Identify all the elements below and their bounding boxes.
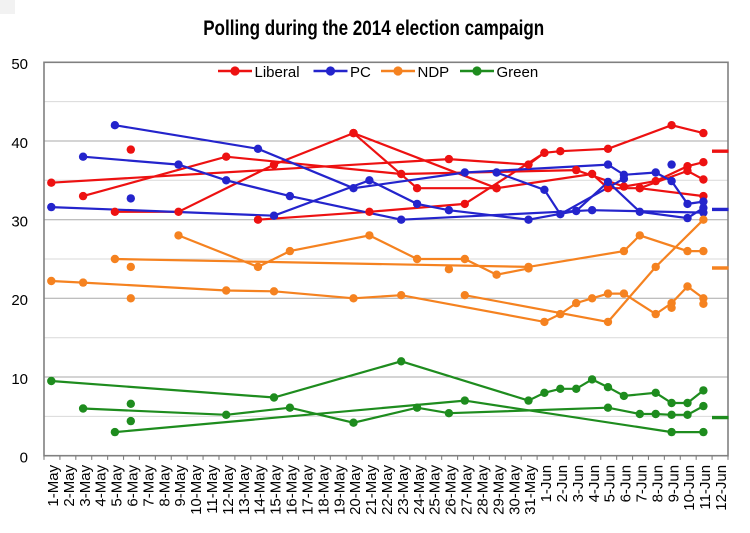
svg-text:30-May: 30-May [506,464,523,515]
svg-text:30: 30 [11,214,28,231]
svg-text:Green: Green [497,64,539,81]
svg-text:11-Jun: 11-Jun [697,465,714,510]
svg-text:12-May: 12-May [220,464,237,515]
svg-text:50: 50 [11,56,28,73]
svg-text:8-May: 8-May [156,464,173,506]
svg-text:6-Jun: 6-Jun [618,465,635,503]
svg-text:7-May: 7-May [140,464,157,506]
svg-text:3-May: 3-May [77,464,94,506]
svg-text:3-Jun: 3-Jun [570,465,587,503]
svg-text:24-May: 24-May [411,464,428,515]
svg-text:6-May: 6-May [124,464,141,506]
svg-text:12-Jun: 12-Jun [713,465,730,511]
svg-text:2-May: 2-May [61,464,78,506]
svg-text:15-May: 15-May [268,464,285,515]
svg-text:9-May: 9-May [172,464,189,506]
svg-text:11-May: 11-May [204,464,221,513]
svg-text:10-Jun: 10-Jun [681,465,698,511]
svg-text:25-May: 25-May [427,464,444,515]
svg-text:16-May: 16-May [284,464,301,515]
svg-text:17-May: 17-May [299,464,316,515]
svg-text:Polling during the 2014 electi: Polling during the 2014 election campaig… [203,17,544,40]
svg-text:9-Jun: 9-Jun [665,465,682,503]
svg-text:8-Jun: 8-Jun [649,465,666,503]
svg-text:4-Jun: 4-Jun [586,465,603,503]
svg-text:26-May: 26-May [443,464,460,515]
svg-text:5-May: 5-May [109,464,126,506]
svg-text:0: 0 [20,450,28,467]
svg-text:1-Jun: 1-Jun [538,465,555,503]
svg-text:28-May: 28-May [474,464,491,515]
svg-text:2-Jun: 2-Jun [554,465,571,503]
svg-text:29-May: 29-May [490,464,507,515]
svg-text:5-Jun: 5-Jun [602,465,619,503]
svg-text:NDP: NDP [418,64,450,81]
svg-text:7-Jun: 7-Jun [634,465,651,503]
svg-text:40: 40 [11,135,28,152]
svg-text:31-May: 31-May [522,464,539,515]
svg-text:20: 20 [11,292,28,309]
svg-text:10-May: 10-May [188,464,205,515]
svg-text:20-May: 20-May [347,464,364,515]
svg-text:19-May: 19-May [331,464,348,515]
svg-text:4-May: 4-May [93,464,110,506]
svg-text:10: 10 [11,371,28,388]
svg-text:14-May: 14-May [252,464,269,515]
svg-text:Liberal: Liberal [255,64,300,81]
svg-text:18-May: 18-May [315,464,332,515]
svg-text:23-May: 23-May [395,464,412,515]
svg-text:27-May: 27-May [459,464,476,515]
svg-text:22-May: 22-May [379,464,396,515]
svg-text:PC: PC [350,64,371,81]
svg-text:13-May: 13-May [236,464,253,515]
svg-text:1-May: 1-May [45,464,62,506]
svg-text:21-May: 21-May [363,464,380,515]
